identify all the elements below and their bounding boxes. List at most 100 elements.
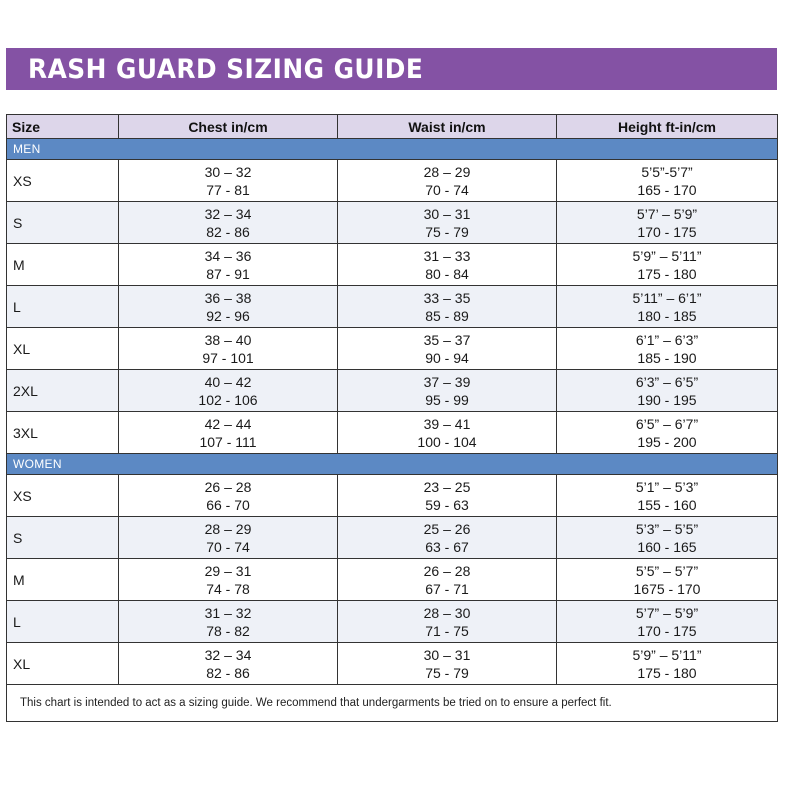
height-inches: 5’3” – 5’5”: [635, 520, 699, 537]
chest-cell: 26 – 28 66 - 70: [118, 474, 338, 517]
waist-cell: 28 – 29 70 - 74: [337, 159, 557, 202]
chest-inches: 32 – 34: [204, 205, 252, 222]
header-height: Height ft-in/cm: [556, 114, 778, 139]
chest-cm: 97 - 101: [202, 349, 254, 366]
waist-inches: 28 – 30: [423, 604, 471, 621]
height-cell: 6’1” – 6’3” 185 - 190: [556, 327, 778, 370]
height-inches: 5’11” – 6’1”: [632, 289, 702, 306]
chest-cm: 66 - 70: [206, 496, 250, 513]
height-inches: 5’1” – 5’3”: [635, 478, 699, 495]
chest-inches: 29 – 31: [204, 562, 252, 579]
table-row: XS 30 – 32 77 - 81 28 – 29 70 - 74 5’5”-5’7” 1…: [6, 159, 778, 202]
waist-cell: 30 – 31 75 - 79: [337, 642, 557, 685]
chest-inches: 28 – 29: [204, 520, 252, 537]
table-row: S 32 – 34 82 - 86 30 – 31 75 - 79 5’7’ – 5’9”…: [6, 201, 778, 244]
waist-cell: 31 – 33 80 - 84: [337, 243, 557, 286]
height-cm: 165 - 170: [637, 181, 697, 198]
chest-inches: 38 – 40: [204, 331, 252, 348]
waist-cm: 100 - 104: [417, 433, 477, 450]
height-inches: 6’5” – 6’7”: [635, 415, 699, 432]
table-row: 2XL 40 – 42 102 - 106 37 – 39 95 - 99 6’3” – …: [6, 369, 778, 412]
header-size: Size: [6, 114, 119, 139]
chest-cm: 78 - 82: [206, 622, 250, 639]
waist-cell: 28 – 30 71 - 75: [337, 600, 557, 643]
height-cm: 160 - 165: [637, 538, 697, 555]
table-body: MEN XS 30 – 32 77 - 81 28 – 29 70 - 74 5’5”-5’…: [6, 138, 778, 685]
waist-cm: 95 - 99: [425, 391, 469, 408]
waist-cm: 80 - 84: [425, 265, 469, 282]
chest-cm: 77 - 81: [206, 181, 250, 198]
waist-cell: 30 – 31 75 - 79: [337, 201, 557, 244]
chest-cm: 107 - 111: [199, 433, 257, 450]
chest-cell: 34 – 36 87 - 91: [118, 243, 338, 286]
sizing-table: Size Chest in/cm Waist in/cm Height ft-i…: [6, 114, 778, 722]
table-row: L 36 – 38 92 - 96 33 – 35 85 - 89 5’11” – 6’1…: [6, 285, 778, 328]
height-inches: 5’5”-5’7”: [641, 163, 693, 180]
height-cm: 175 - 180: [637, 265, 697, 282]
chest-cell: 28 – 29 70 - 74: [118, 516, 338, 559]
chest-cell: 42 – 44 107 - 111: [118, 411, 338, 454]
waist-cell: 39 – 41 100 - 104: [337, 411, 557, 454]
waist-cm: 59 - 63: [425, 496, 469, 513]
chest-inches: 42 – 44: [204, 415, 252, 432]
waist-cm: 71 - 75: [425, 622, 469, 639]
height-cell: 5’3” – 5’5” 160 - 165: [556, 516, 778, 559]
height-inches: 5’7” – 5’9”: [635, 604, 699, 621]
table-row: M 34 – 36 87 - 91 31 – 33 80 - 84 5’9” – 5’11…: [6, 243, 778, 286]
title-banner: RASH GUARD SIZING GUIDE: [6, 48, 777, 90]
height-cell: 5’9” – 5’11” 175 - 180: [556, 243, 778, 286]
size-cell: M: [6, 243, 119, 286]
height-cell: 5’9” – 5’11” 175 - 180: [556, 642, 778, 685]
header-waist: Waist in/cm: [337, 114, 557, 139]
waist-inches: 25 – 26: [423, 520, 471, 537]
height-cell: 5’11” – 6’1” 180 - 185: [556, 285, 778, 328]
waist-inches: 30 – 31: [423, 205, 471, 222]
section-row: MEN: [6, 138, 778, 160]
height-cm: 185 - 190: [637, 349, 697, 366]
height-cm: 1675 - 170: [633, 580, 701, 597]
waist-inches: 33 – 35: [423, 289, 471, 306]
chest-cm: 82 - 86: [206, 664, 250, 681]
height-cell: 5’7’ – 5’9” 170 - 175: [556, 201, 778, 244]
waist-inches: 39 – 41: [423, 415, 471, 432]
size-cell: XS: [6, 159, 119, 202]
chest-inches: 36 – 38: [204, 289, 252, 306]
footnote: This chart is intended to act as a sizin…: [6, 684, 778, 722]
waist-inches: 26 – 28: [423, 562, 471, 579]
chest-cm: 74 - 78: [206, 580, 250, 597]
chest-cm: 92 - 96: [206, 307, 250, 324]
chest-inches: 34 – 36: [204, 247, 252, 264]
size-cell: L: [6, 285, 119, 328]
chest-cell: 31 – 32 78 - 82: [118, 600, 338, 643]
size-cell: S: [6, 201, 119, 244]
height-cm: 190 - 195: [637, 391, 697, 408]
size-cell: S: [6, 516, 119, 559]
waist-inches: 23 – 25: [423, 478, 471, 495]
size-cell: L: [6, 600, 119, 643]
size-cell: XL: [6, 642, 119, 685]
waist-cell: 37 – 39 95 - 99: [337, 369, 557, 412]
height-cell: 5’5”-5’7” 165 - 170: [556, 159, 778, 202]
chest-inches: 32 – 34: [204, 646, 252, 663]
size-cell: 2XL: [6, 369, 119, 412]
height-cell: 5’1” – 5’3” 155 - 160: [556, 474, 778, 517]
waist-cm: 75 - 79: [425, 664, 469, 681]
table-row: 3XL 42 – 44 107 - 111 39 – 41 100 - 104 6’5” …: [6, 411, 778, 454]
table-row: XL 32 – 34 82 - 86 30 – 31 75 - 79 5’9” – 5’1…: [6, 642, 778, 685]
height-inches: 5’5” – 5’7”: [635, 562, 699, 579]
waist-cm: 63 - 67: [425, 538, 469, 555]
size-cell: 3XL: [6, 411, 119, 454]
header-chest: Chest in/cm: [118, 114, 338, 139]
table-row: L 31 – 32 78 - 82 28 – 30 71 - 75 5’7” – 5’9”…: [6, 600, 778, 643]
waist-inches: 28 – 29: [423, 163, 471, 180]
page-title: RASH GUARD SIZING GUIDE: [28, 54, 424, 85]
table-row: M 29 – 31 74 - 78 26 – 28 67 - 71 5’5” – 5’7”…: [6, 558, 778, 601]
chest-cm: 102 - 106: [198, 391, 258, 408]
height-cell: 6’3” – 6’5” 190 - 195: [556, 369, 778, 412]
table-row: S 28 – 29 70 - 74 25 – 26 63 - 67 5’3” – 5’5”…: [6, 516, 778, 559]
height-cm: 175 - 180: [637, 664, 697, 681]
height-inches: 6’3” – 6’5”: [635, 373, 699, 390]
waist-cm: 70 - 74: [425, 181, 469, 198]
height-cell: 6’5” – 6’7” 195 - 200: [556, 411, 778, 454]
chest-inches: 40 – 42: [204, 373, 252, 390]
